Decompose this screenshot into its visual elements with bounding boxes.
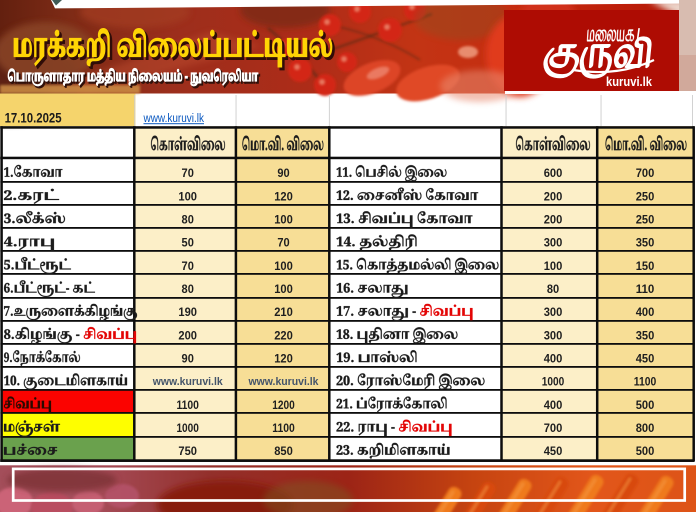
svg-text:190: 190 <box>178 305 197 319</box>
svg-text:70: 70 <box>182 259 194 273</box>
svg-text:1000: 1000 <box>542 375 565 389</box>
svg-text:50: 50 <box>182 236 194 250</box>
svg-text:450: 450 <box>636 351 655 365</box>
svg-text:1100: 1100 <box>272 421 295 435</box>
svg-text:300: 300 <box>544 236 563 250</box>
svg-text:80: 80 <box>182 282 194 296</box>
svg-text:300: 300 <box>544 305 563 319</box>
svg-text:100: 100 <box>274 259 293 273</box>
svg-text:200: 200 <box>178 328 197 342</box>
svg-text:210: 210 <box>274 305 293 319</box>
svg-text:700: 700 <box>544 421 563 435</box>
svg-text:100: 100 <box>274 212 293 226</box>
svg-text:150: 150 <box>636 259 655 273</box>
svg-text:100: 100 <box>274 282 293 296</box>
svg-text:80: 80 <box>547 282 559 296</box>
svg-text:200: 200 <box>544 212 563 226</box>
svg-text:220: 220 <box>274 328 293 342</box>
svg-text:www.kuruvi.lk: www.kuruvi.lk <box>152 376 224 388</box>
svg-text:400: 400 <box>544 351 563 365</box>
svg-text:1000: 1000 <box>176 421 199 435</box>
svg-text:750: 750 <box>178 444 197 458</box>
svg-text:80: 80 <box>182 212 194 226</box>
svg-text:500: 500 <box>636 444 655 458</box>
svg-text:www.kuruvi.lk: www.kuruvi.lk <box>248 376 320 388</box>
svg-text:1100: 1100 <box>634 375 657 389</box>
svg-text:1100: 1100 <box>176 398 199 412</box>
svg-text:110: 110 <box>636 282 655 296</box>
svg-text:350: 350 <box>636 236 655 250</box>
svg-text:120: 120 <box>274 351 293 365</box>
svg-text:850: 850 <box>274 444 293 458</box>
svg-text:300: 300 <box>544 328 563 342</box>
svg-text:www.kuruvi.lk: www.kuruvi.lk <box>143 113 205 125</box>
svg-text:100: 100 <box>178 189 197 203</box>
svg-text:70: 70 <box>277 236 289 250</box>
svg-text:200: 200 <box>544 189 563 203</box>
svg-text:800: 800 <box>636 421 655 435</box>
svg-text:1200: 1200 <box>272 398 295 412</box>
svg-text:400: 400 <box>544 398 563 412</box>
svg-text:250: 250 <box>636 189 655 203</box>
svg-text:350: 350 <box>636 328 655 342</box>
svg-text:450: 450 <box>544 444 563 458</box>
svg-text:700: 700 <box>636 166 655 180</box>
svg-text:600: 600 <box>544 166 563 180</box>
svg-text:kuruvi.lk: kuruvi.lk <box>606 75 652 89</box>
svg-text:90: 90 <box>277 166 289 180</box>
svg-text:250: 250 <box>636 212 655 226</box>
svg-text:90: 90 <box>182 351 194 365</box>
svg-text:500: 500 <box>636 398 655 412</box>
svg-text:400: 400 <box>636 305 655 319</box>
svg-text:70: 70 <box>182 166 194 180</box>
svg-text:17.10.2025: 17.10.2025 <box>5 111 62 126</box>
svg-text:120: 120 <box>274 189 293 203</box>
svg-text:100: 100 <box>544 259 563 273</box>
